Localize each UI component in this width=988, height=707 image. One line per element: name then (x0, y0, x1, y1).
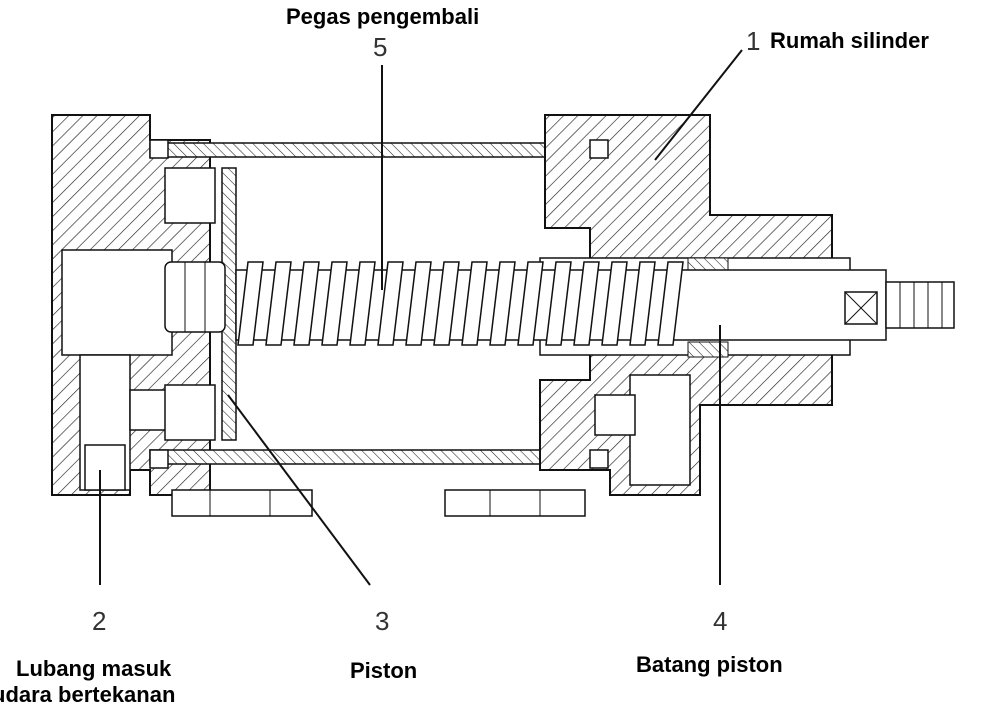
callout-number-5: 5 (373, 32, 388, 62)
label-pegas-pengembali: Pegas pengembali (286, 4, 480, 29)
callout-number-2: 2 (92, 606, 107, 636)
leader-line-3 (227, 394, 371, 586)
label-batang-piston: Batang piston (636, 652, 783, 677)
callout-number-4: 4 (713, 606, 728, 636)
leader-line-1 (654, 49, 743, 161)
air-inlet-cavity (61, 249, 173, 356)
seal-top-left (149, 139, 169, 159)
callout-number-1: 1 (746, 26, 761, 56)
return-spring (237, 261, 684, 346)
seal-bottom-right (589, 449, 609, 469)
callout-number-3: 3 (375, 606, 390, 636)
cylinder-tube-top (149, 142, 611, 158)
label-rumah-silinder: Rumah silinder (770, 28, 929, 53)
seal-top-right (589, 139, 609, 159)
seal-bottom-left (149, 449, 169, 469)
label-piston: Piston (350, 658, 418, 683)
label-lubang-masuk-line1: Lubang masuk (16, 656, 172, 681)
mounting-foot-right (444, 489, 586, 517)
mounting-foot-left (171, 489, 313, 517)
piston-nut (164, 261, 226, 333)
label-lubang-masuk-line2: udara bertekanan (0, 682, 176, 707)
rod-thread-end (885, 281, 955, 329)
